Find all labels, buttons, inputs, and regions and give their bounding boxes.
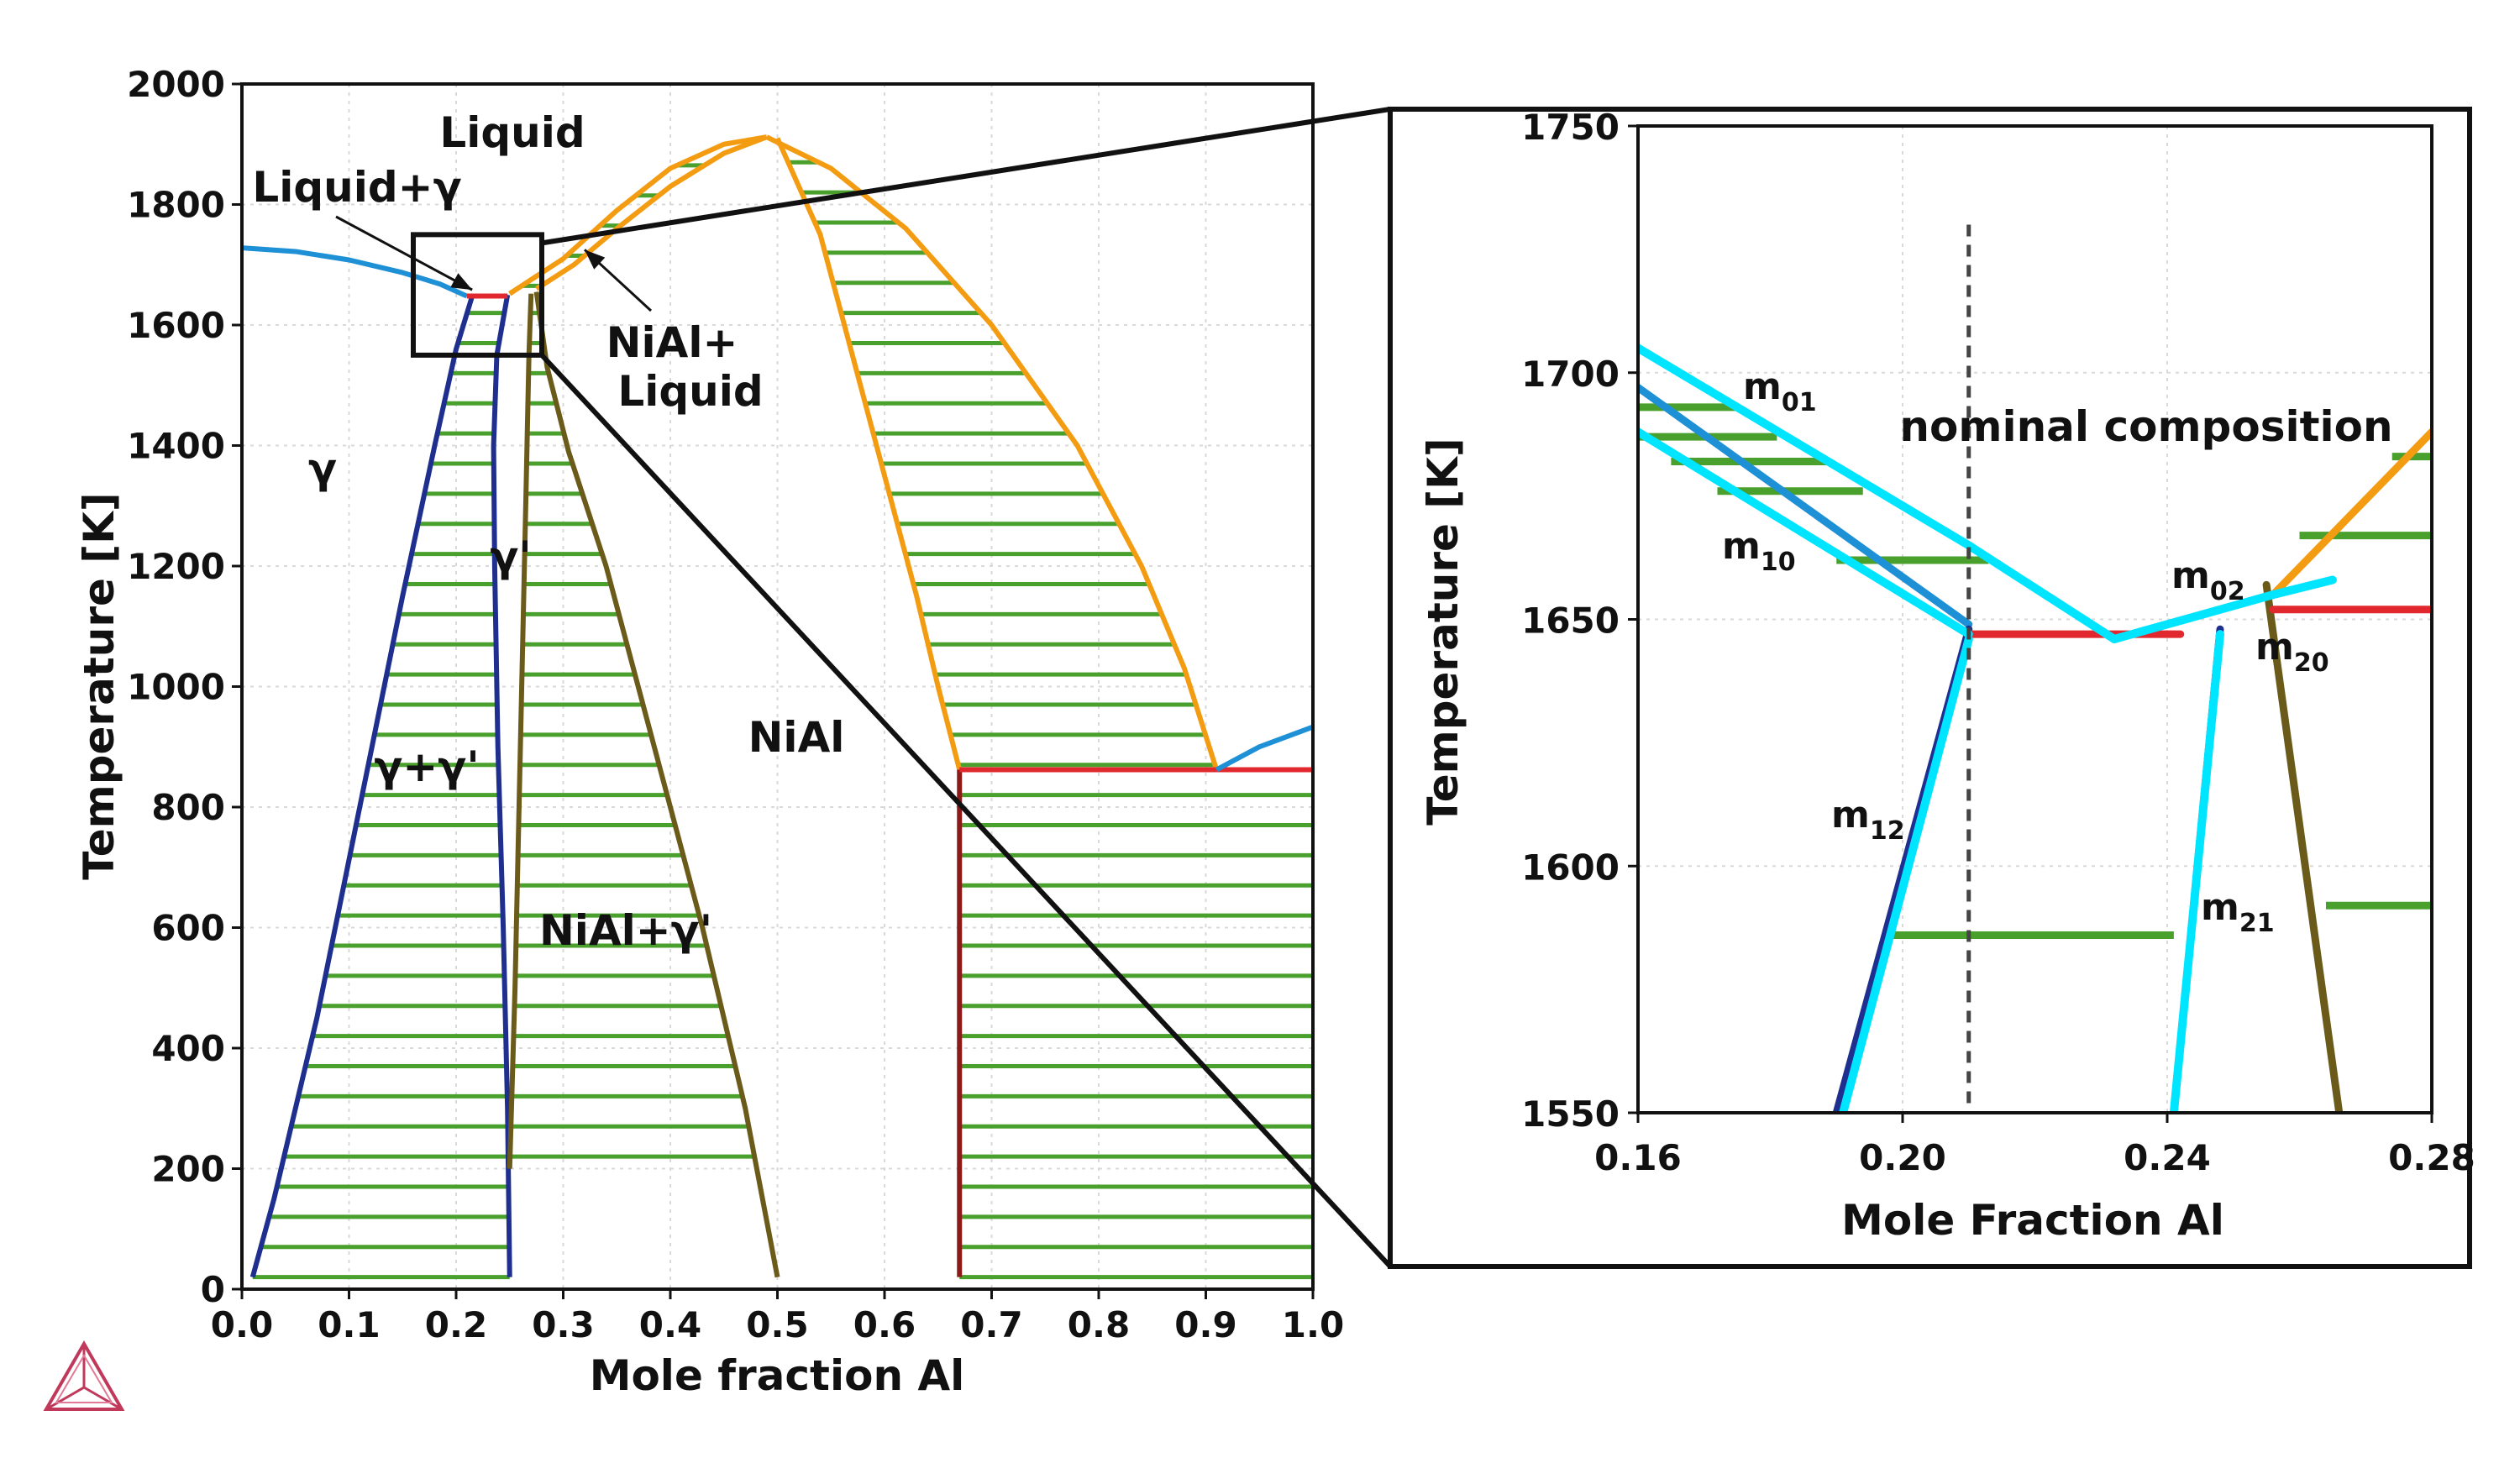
zoom-y-tick-labels: 1550 1600 1650 1700 1750 xyxy=(1521,107,1638,1135)
zoom-tie-lines xyxy=(1638,403,2432,939)
zoom-x-tick-label: 0.20 xyxy=(1859,1137,1946,1178)
zoom-series-m21-path xyxy=(2169,630,2224,1113)
main-series-Al-rich-liquidus xyxy=(1215,724,1313,773)
label-m12: m12 xyxy=(1831,794,1905,846)
main-x-tick-labels: 0.0 0.1 0.2 0.3 0.4 0.5 0.6 0.7 0.8 0.9 1.0 xyxy=(211,1289,1344,1345)
main-y-tick-label: 2000 xyxy=(127,64,225,105)
main-y-tick-label: 0 xyxy=(201,1269,225,1310)
zoom-series-gamma-prime-right xyxy=(2262,580,2344,1113)
annotation-arrowhead xyxy=(450,273,473,291)
zoom-y-tick-label: 1700 xyxy=(1521,354,1620,395)
main-series-gamma-prime-right xyxy=(507,293,534,1169)
zoom-y-tick-label: 1750 xyxy=(1521,107,1620,148)
zoom-x-tick-labels: 0.16 0.20 0.24 0.28 xyxy=(1594,1113,2475,1178)
zoom-x-axis-label: Mole Fraction Al xyxy=(1841,1196,2224,1245)
connector-bottom xyxy=(539,353,1393,1269)
main-series-gamma-liquidus xyxy=(242,245,468,299)
zoom-y-tick-label: 1650 xyxy=(1521,600,1620,642)
connector-top xyxy=(541,107,1391,246)
main-y-tick-label: 200 xyxy=(151,1149,225,1190)
main-y-tick-label: 600 xyxy=(151,908,225,949)
region-nial-liquid-line1: NiAl+ xyxy=(606,318,738,367)
label-m01: m01 xyxy=(1743,365,1817,417)
main-phase-diagram: 0.0 0.1 0.2 0.3 0.4 0.5 0.6 0.7 0.8 0.9 1.0 0 200 40… xyxy=(75,64,1344,1400)
region-liquid: Liquid xyxy=(439,108,585,157)
zoom-series-m12-path xyxy=(1839,635,1973,1113)
main-y-tick-label: 1800 xyxy=(127,185,225,226)
main-y-tick-label: 1200 xyxy=(127,546,225,587)
main-series-NiAl-solidus-left xyxy=(535,134,768,291)
main-x-tick-label: 0.6 xyxy=(853,1304,916,1345)
main-y-tick-label: 1600 xyxy=(127,305,225,346)
main-series-gamma-solvus xyxy=(249,295,475,1278)
zoom-m-paths xyxy=(1638,343,2337,1113)
main-y-tick-label: 400 xyxy=(151,1028,225,1069)
main-x-tick-label: 0.1 xyxy=(318,1304,380,1345)
region-nial-gamma-prime: NiAl+γ' xyxy=(539,906,712,955)
main-zoom-box xyxy=(411,232,544,358)
main-grid xyxy=(241,83,1314,1290)
region-gamma-prime: γ' xyxy=(490,532,531,581)
label-m20: m20 xyxy=(2255,626,2329,678)
zoom-series-m10-path xyxy=(1638,427,1973,639)
zoom-y-tick-label: 1600 xyxy=(1521,847,1620,888)
main-x-tick-label: 0.9 xyxy=(1174,1304,1236,1345)
main-x-tick-label: 0.5 xyxy=(746,1304,808,1345)
main-annotation-arrows xyxy=(335,215,653,312)
zoom-grid xyxy=(1637,125,2433,1114)
main-y-tick-labels: 0 200 400 600 800 1000 1200 1400 1600 1800 2000 xyxy=(127,64,242,1310)
main-series-lines xyxy=(242,134,1313,1278)
main-x-tick-label: 0.2 xyxy=(425,1304,487,1345)
region-gamma-gamma-prime: γ+γ' xyxy=(374,742,479,791)
main-series-NiAl-liquidus-left xyxy=(508,134,768,296)
zoom-series-lines xyxy=(1638,383,2432,1113)
zoom-panel: 0.16 0.20 0.24 0.28 1550 1600 1650 1700 1750 Mo… xyxy=(1388,107,2475,1269)
main-y-tick-label: 1000 xyxy=(127,667,225,708)
main-x-axis-label: Mole fraction Al xyxy=(590,1351,965,1400)
zoom-y-axis-label: Temperature [K] xyxy=(1419,438,1467,826)
zoom-series-liquidus-blue xyxy=(1638,383,1973,628)
main-series-gamma-prime-left xyxy=(491,294,512,1277)
zoom-series-NiAl-liquidus xyxy=(2269,427,2432,599)
main-x-tick-label: 0.3 xyxy=(532,1304,594,1345)
main-x-tick-label: 0.0 xyxy=(211,1304,273,1345)
zoom-x-tick-label: 0.28 xyxy=(2388,1137,2475,1178)
annotation-arrow xyxy=(335,215,473,291)
main-x-tick-label: 0.4 xyxy=(639,1304,701,1345)
zoom-connector-lines xyxy=(539,107,1393,1269)
main-y-axis-label: Temperature [K] xyxy=(75,492,123,880)
main-x-tick-label: 0.8 xyxy=(1068,1304,1130,1345)
thermo-calc-logo-icon xyxy=(43,1340,125,1411)
label-m21: m21 xyxy=(2201,886,2275,938)
main-x-tick-label: 0.7 xyxy=(960,1304,1022,1345)
zoom-series-m01-path xyxy=(1638,343,2118,643)
label-m10: m10 xyxy=(1722,525,1796,577)
zoom-y-tick-label: 1550 xyxy=(1521,1093,1620,1135)
zoom-x-tick-label: 0.24 xyxy=(2124,1137,2211,1178)
nominal-composition-label: nominal composition xyxy=(1899,402,2392,451)
zoom-x-tick-label: 0.16 xyxy=(1594,1137,1682,1178)
main-tie-lines xyxy=(252,160,1313,1280)
annotation-arrowhead xyxy=(585,249,606,270)
region-liquid-gamma: Liquid+γ xyxy=(252,163,461,212)
zoom-series-m02-path xyxy=(2110,575,2337,643)
main-series-NiAl-liquidus-right xyxy=(765,134,1220,771)
region-nial: NiAl xyxy=(748,713,845,762)
main-series-NiAl-left xyxy=(533,291,780,1278)
region-nial-liquid-line2: Liquid xyxy=(617,367,763,416)
main-x-tick-label: 1.0 xyxy=(1282,1304,1344,1345)
label-m02: m02 xyxy=(2171,554,2245,606)
zoom-outer-frame xyxy=(1388,107,2472,1269)
main-y-tick-label: 1400 xyxy=(127,426,225,467)
region-gamma: γ xyxy=(308,444,337,493)
main-series-NiAl-solidus-right xyxy=(774,137,963,771)
main-y-tick-label: 800 xyxy=(151,787,225,828)
